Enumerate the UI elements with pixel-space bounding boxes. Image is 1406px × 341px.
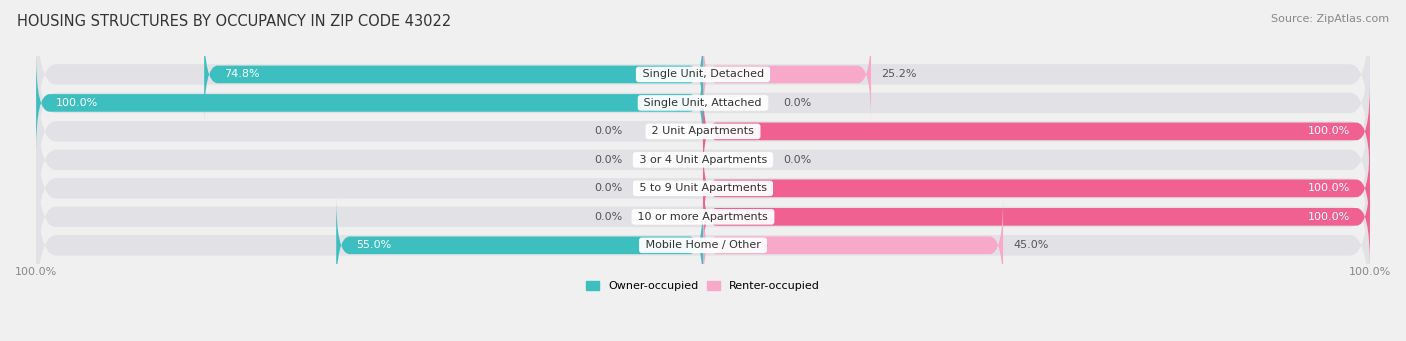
Text: 100.0%: 100.0%: [1308, 183, 1350, 193]
FancyBboxPatch shape: [37, 55, 703, 151]
FancyBboxPatch shape: [336, 197, 703, 294]
Text: HOUSING STRUCTURES BY OCCUPANCY IN ZIP CODE 43022: HOUSING STRUCTURES BY OCCUPANCY IN ZIP C…: [17, 14, 451, 29]
FancyBboxPatch shape: [37, 56, 1369, 207]
FancyBboxPatch shape: [37, 170, 1369, 321]
Text: 0.0%: 0.0%: [783, 98, 811, 108]
Text: 10 or more Apartments: 10 or more Apartments: [634, 212, 772, 222]
Text: 74.8%: 74.8%: [224, 70, 260, 79]
FancyBboxPatch shape: [37, 142, 1369, 292]
Text: 0.0%: 0.0%: [595, 212, 623, 222]
Text: 2 Unit Apartments: 2 Unit Apartments: [648, 127, 758, 136]
FancyBboxPatch shape: [703, 197, 1002, 294]
FancyBboxPatch shape: [703, 83, 1369, 179]
Text: Source: ZipAtlas.com: Source: ZipAtlas.com: [1271, 14, 1389, 24]
Text: 0.0%: 0.0%: [783, 155, 811, 165]
FancyBboxPatch shape: [703, 26, 872, 122]
Text: 25.2%: 25.2%: [882, 70, 917, 79]
Text: 0.0%: 0.0%: [595, 155, 623, 165]
Text: Single Unit, Attached: Single Unit, Attached: [641, 98, 765, 108]
Text: 100.0%: 100.0%: [1308, 127, 1350, 136]
Text: 3 or 4 Unit Apartments: 3 or 4 Unit Apartments: [636, 155, 770, 165]
Legend: Owner-occupied, Renter-occupied: Owner-occupied, Renter-occupied: [581, 276, 825, 296]
FancyBboxPatch shape: [37, 85, 1369, 235]
Text: Single Unit, Detached: Single Unit, Detached: [638, 70, 768, 79]
FancyBboxPatch shape: [37, 0, 1369, 150]
Text: 100.0%: 100.0%: [56, 98, 98, 108]
Text: 45.0%: 45.0%: [1014, 240, 1049, 250]
Text: 55.0%: 55.0%: [356, 240, 391, 250]
FancyBboxPatch shape: [204, 26, 703, 122]
Text: Mobile Home / Other: Mobile Home / Other: [641, 240, 765, 250]
FancyBboxPatch shape: [703, 140, 1369, 237]
Text: 5 to 9 Unit Apartments: 5 to 9 Unit Apartments: [636, 183, 770, 193]
Text: 0.0%: 0.0%: [595, 127, 623, 136]
FancyBboxPatch shape: [37, 113, 1369, 264]
FancyBboxPatch shape: [37, 28, 1369, 178]
Text: 100.0%: 100.0%: [1308, 212, 1350, 222]
FancyBboxPatch shape: [703, 169, 1369, 265]
Text: 0.0%: 0.0%: [595, 183, 623, 193]
